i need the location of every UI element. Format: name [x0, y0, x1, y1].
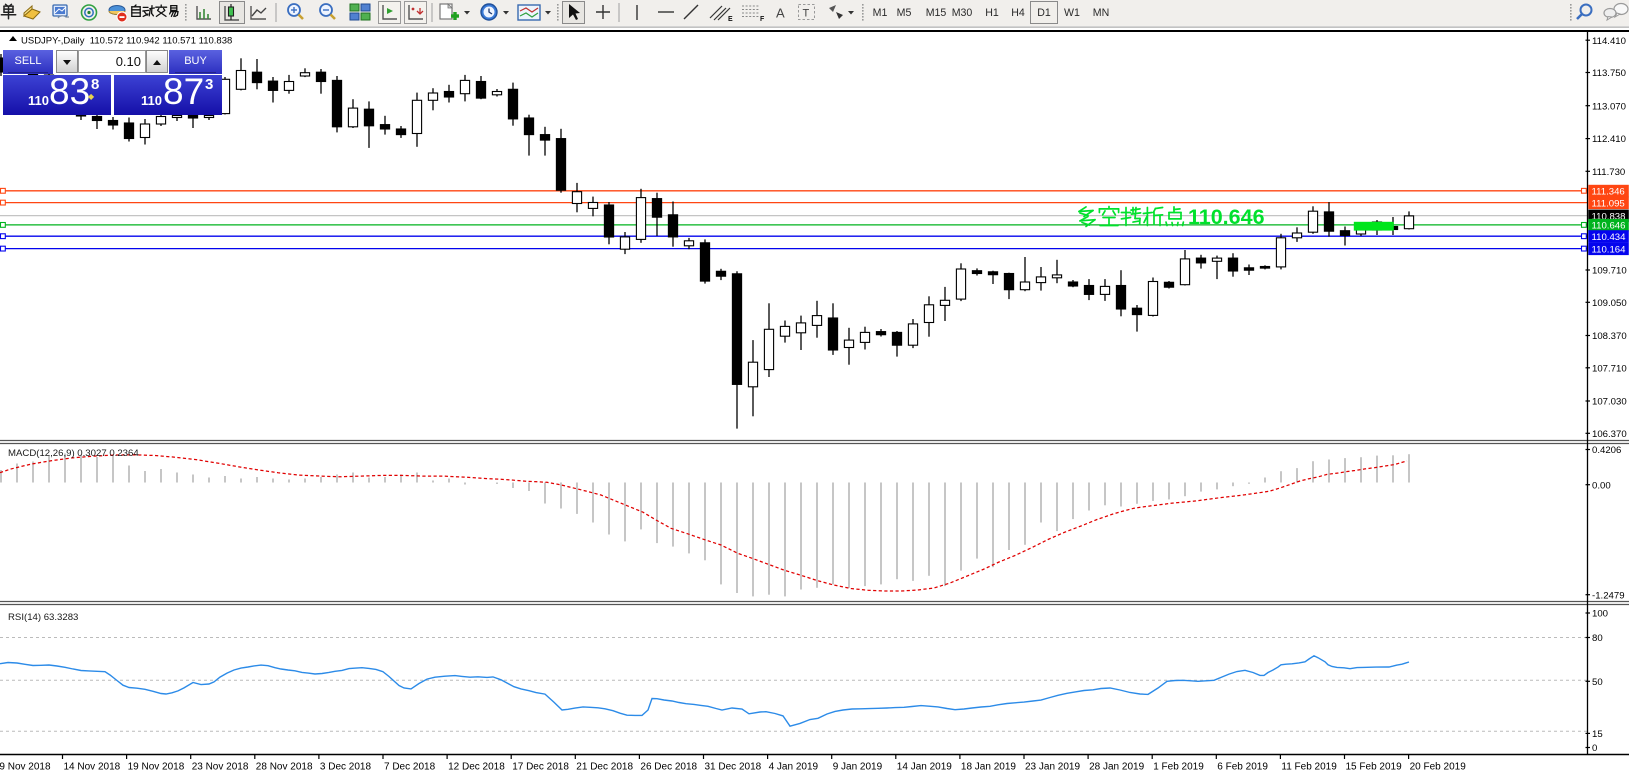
svg-text:26 Dec 2018: 26 Dec 2018 — [640, 762, 697, 773]
svg-text:MACD(12,26,9) 0.3027 0.2364: MACD(12,26,9) 0.3027 0.2364 — [8, 448, 139, 459]
svg-text:0.00: 0.00 — [1592, 480, 1611, 491]
svg-text:113.750: 113.750 — [1592, 68, 1626, 79]
svg-text:19 Nov 2018: 19 Nov 2018 — [128, 762, 185, 773]
svg-text:F: F — [760, 16, 765, 23]
svg-text:111.346: 111.346 — [1592, 187, 1625, 198]
svg-text:21 Dec 2018: 21 Dec 2018 — [576, 762, 633, 773]
svg-text:H4: H4 — [1011, 7, 1025, 19]
svg-text:111.730: 111.730 — [1592, 167, 1625, 178]
svg-text:18 Jan 2019: 18 Jan 2019 — [961, 762, 1016, 773]
svg-text:RSI(14) 63.3283: RSI(14) 63.3283 — [8, 612, 78, 623]
svg-text:14 Jan 2019: 14 Jan 2019 — [897, 762, 952, 773]
svg-text:0: 0 — [1592, 743, 1597, 754]
svg-text:15: 15 — [1592, 729, 1603, 740]
svg-text:M1: M1 — [873, 7, 888, 19]
svg-text:109.050: 109.050 — [1592, 298, 1627, 309]
svg-text:USDJPY-,Daily 110.572 110.942: USDJPY-,Daily 110.572 110.942 110.571 11… — [21, 36, 232, 47]
svg-text:D1: D1 — [1037, 7, 1051, 19]
svg-text:6 Feb 2019: 6 Feb 2019 — [1217, 762, 1268, 773]
svg-text:11 Feb 2019: 11 Feb 2019 — [1281, 762, 1337, 773]
svg-text:9 Nov 2018: 9 Nov 2018 — [0, 762, 51, 773]
svg-text:A: A — [776, 6, 785, 21]
svg-text:31 Dec 2018: 31 Dec 2018 — [705, 762, 762, 773]
svg-text:107.710: 107.710 — [1592, 363, 1627, 374]
svg-text:112.410: 112.410 — [1592, 134, 1626, 145]
svg-text:T: T — [803, 8, 810, 20]
svg-text:111.095: 111.095 — [1592, 198, 1625, 209]
svg-text:107.030: 107.030 — [1592, 397, 1627, 408]
svg-text:110.838: 110.838 — [1592, 211, 1626, 222]
svg-text:H1: H1 — [985, 7, 999, 19]
svg-text:15 Feb 2019: 15 Feb 2019 — [1346, 762, 1403, 773]
svg-text:MN: MN — [1093, 7, 1109, 19]
svg-text:M30: M30 — [952, 7, 973, 19]
svg-text:100: 100 — [1592, 609, 1608, 620]
svg-text:110.646: 110.646 — [1592, 221, 1626, 232]
svg-text:3 Dec 2018: 3 Dec 2018 — [320, 762, 372, 773]
svg-text:E: E — [728, 16, 733, 23]
svg-text:17 Dec 2018: 17 Dec 2018 — [512, 762, 569, 773]
svg-text:23 Jan 2019: 23 Jan 2019 — [1025, 762, 1080, 773]
svg-text:7 Dec 2018: 7 Dec 2018 — [384, 762, 436, 773]
svg-text:M5: M5 — [897, 7, 912, 19]
svg-text:109.710: 109.710 — [1592, 266, 1627, 277]
svg-text:4 Jan 2019: 4 Jan 2019 — [769, 762, 819, 773]
svg-text:108.370: 108.370 — [1592, 331, 1627, 342]
svg-text:110.164: 110.164 — [1592, 244, 1627, 255]
svg-text:23 Nov 2018: 23 Nov 2018 — [192, 762, 249, 773]
svg-text:0.4206: 0.4206 — [1592, 445, 1621, 456]
svg-text:113.070: 113.070 — [1592, 101, 1626, 112]
svg-text:1 Feb 2019: 1 Feb 2019 — [1153, 762, 1204, 773]
svg-text:110.646: 110.646 — [1188, 205, 1265, 229]
svg-text:20 Feb 2019: 20 Feb 2019 — [1410, 762, 1467, 773]
svg-text:106.370: 106.370 — [1592, 429, 1627, 440]
svg-text:14 Nov 2018: 14 Nov 2018 — [64, 762, 121, 773]
svg-text:28 Jan 2019: 28 Jan 2019 — [1089, 762, 1144, 773]
svg-text:110.434: 110.434 — [1592, 232, 1627, 243]
svg-text:12 Dec 2018: 12 Dec 2018 — [448, 762, 505, 773]
svg-text:-1.2479: -1.2479 — [1592, 590, 1625, 601]
svg-text:W1: W1 — [1064, 7, 1080, 19]
svg-text:80: 80 — [1592, 633, 1603, 644]
svg-text:M15: M15 — [926, 7, 947, 19]
svg-text:50: 50 — [1592, 677, 1603, 688]
svg-text:9 Jan 2019: 9 Jan 2019 — [833, 762, 883, 773]
svg-text:28 Nov 2018: 28 Nov 2018 — [256, 762, 313, 773]
svg-text:114.410: 114.410 — [1592, 36, 1626, 47]
